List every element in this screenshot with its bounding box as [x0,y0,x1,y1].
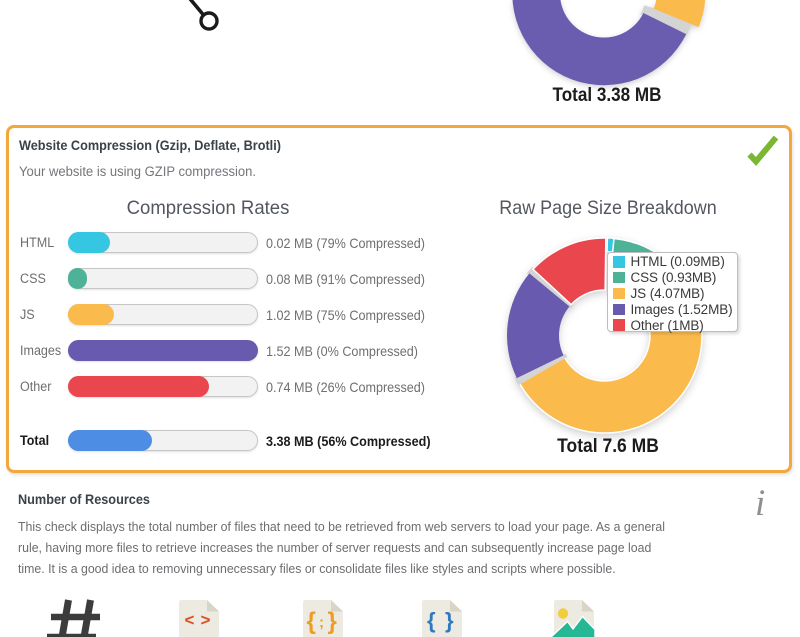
svg-text:<: < [185,611,195,630]
svg-text:{: { [427,608,436,633]
svg-text:>: > [201,611,211,630]
svg-text:;: ; [319,614,324,631]
svg-text:}: } [445,608,454,633]
svg-text:}: } [328,608,337,635]
svg-text:{: { [307,608,316,635]
